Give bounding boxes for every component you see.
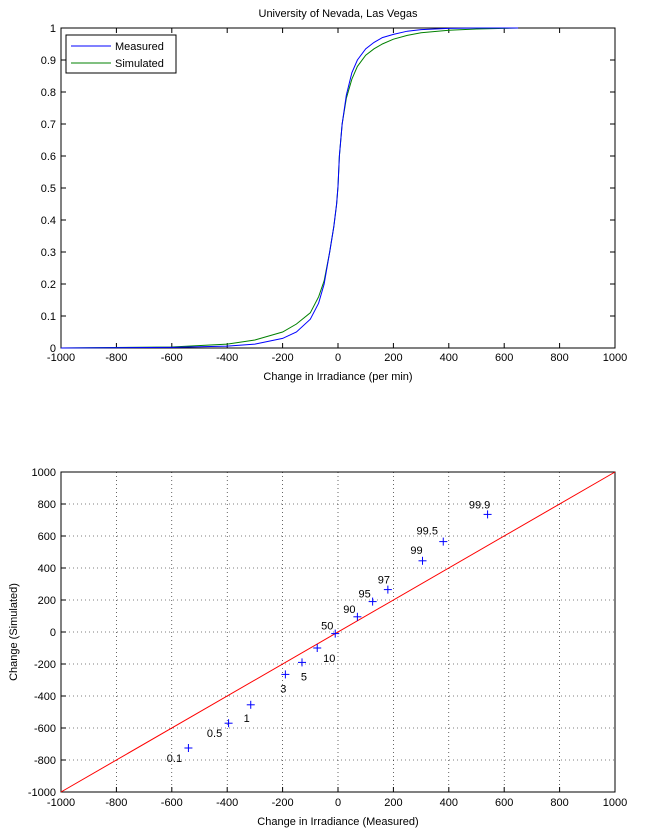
cdf-y-tick-label: 0.3 bbox=[41, 247, 56, 259]
cdf-x-tick-label: 800 bbox=[550, 352, 568, 364]
qq-y-tick-label: 200 bbox=[38, 595, 56, 607]
qq-x-axis-label: Change in Irradiance (Measured) bbox=[257, 816, 418, 828]
qq-point: 5 bbox=[297, 658, 307, 683]
qq-x-tick-label: -800 bbox=[105, 797, 127, 809]
qq-x-tick-label: 800 bbox=[550, 797, 568, 809]
qq-point: 0.1 bbox=[167, 744, 193, 765]
qq-point: 1 bbox=[244, 700, 255, 725]
qq-y-tick-label: 1000 bbox=[32, 467, 56, 479]
qq-reference-line bbox=[60, 471, 616, 793]
qq-point: 3 bbox=[280, 670, 290, 695]
qq-point: 10 bbox=[313, 644, 335, 665]
cdf-y-tick-label: 0.8 bbox=[41, 87, 56, 99]
qq-y-axis-label: Change (Simulated) bbox=[8, 583, 20, 681]
qq-y-tick-label: -1000 bbox=[28, 787, 56, 799]
qq-point: 99.9 bbox=[469, 499, 492, 519]
cdf-y-tick-label: 0.4 bbox=[41, 215, 56, 227]
cdf-x-tick-label: 600 bbox=[495, 352, 513, 364]
cdf-x-axis-label: Change in Irradiance (per min) bbox=[263, 371, 412, 383]
qq-y-tick-label: 600 bbox=[38, 531, 56, 543]
qq-point-label: 99 bbox=[410, 545, 422, 557]
cdf-chart: University of Nevada, Las Vegas -1000 -80… bbox=[41, 8, 628, 383]
qq-x-tick-label: 0 bbox=[335, 797, 341, 809]
cdf-y-tick-label: 1 bbox=[50, 23, 56, 35]
qq-point: 99.5 bbox=[417, 526, 448, 546]
qq-x-tick-label: 1000 bbox=[603, 797, 627, 809]
cdf-y-tick-label: 0 bbox=[50, 343, 56, 355]
legend-label-measured: Measured bbox=[115, 41, 164, 53]
qq-point-label: 50 bbox=[321, 621, 333, 633]
qq-point-label: 3 bbox=[280, 683, 286, 695]
cdf-x-tick-label: -1000 bbox=[47, 352, 75, 364]
qq-x-tick-label: 400 bbox=[440, 797, 458, 809]
qq-y-tick-label: -600 bbox=[34, 723, 56, 735]
cdf-x-tick-label: 0 bbox=[335, 352, 341, 364]
qq-point-label: 5 bbox=[301, 671, 307, 683]
qq-chart: -1000 -800 -600 -400 -200 0 200 400 600 800 1000 -1… bbox=[8, 467, 627, 828]
qq-point: 95 bbox=[359, 589, 377, 606]
cdf-x-tick-label: 200 bbox=[384, 352, 402, 364]
cdf-legend: Measured Simulated bbox=[65, 34, 177, 74]
cdf-x-tick-label: -200 bbox=[272, 352, 294, 364]
cdf-y-tick-label: 0.2 bbox=[41, 279, 56, 291]
cdf-y-tick-label: 0.5 bbox=[41, 183, 56, 195]
cdf-y-tick-label: 0.9 bbox=[41, 55, 56, 67]
cdf-x-tick-label: -800 bbox=[105, 352, 127, 364]
qq-point: 90 bbox=[343, 604, 362, 621]
cdf-y-tick-label: 0.6 bbox=[41, 151, 56, 163]
qq-point-label: 10 bbox=[323, 653, 335, 665]
qq-point: 99 bbox=[410, 545, 427, 565]
qq-y-tick-label: 400 bbox=[38, 563, 56, 575]
qq-y-tick-label: -200 bbox=[34, 659, 56, 671]
qq-y-tick-label: 0 bbox=[50, 627, 56, 639]
qq-point-label: 1 bbox=[244, 713, 250, 725]
qq-x-tick-label: -400 bbox=[216, 797, 238, 809]
qq-y-tick-label: 800 bbox=[38, 499, 56, 511]
qq-point-label: 99.5 bbox=[417, 526, 438, 538]
qq-point: 50 bbox=[321, 621, 340, 638]
cdf-y-tick-label: 0.1 bbox=[41, 311, 56, 323]
cdf-x-tick-label: 1000 bbox=[603, 352, 627, 364]
qq-point-label: 0.1 bbox=[167, 753, 182, 765]
cdf-x-tick-label: -400 bbox=[216, 352, 238, 364]
qq-point-label: 95 bbox=[359, 589, 371, 601]
legend-box bbox=[65, 34, 177, 74]
cdf-x-tick-label: -600 bbox=[161, 352, 183, 364]
qq-x-tick-label: -1000 bbox=[47, 797, 75, 809]
qq-x-tick-label: 200 bbox=[384, 797, 402, 809]
qq-x-tick-label: 600 bbox=[495, 797, 513, 809]
qq-x-tick-label: -200 bbox=[272, 797, 294, 809]
cdf-x-tick-label: 400 bbox=[440, 352, 458, 364]
legend-label-simulated: Simulated bbox=[115, 58, 164, 70]
qq-point: 0.5 bbox=[207, 719, 233, 740]
qq-point-label: 90 bbox=[343, 604, 355, 616]
qq-point: 97 bbox=[378, 575, 392, 594]
qq-point-label: 0.5 bbox=[207, 728, 222, 740]
qq-x-tick-label: -600 bbox=[161, 797, 183, 809]
qq-y-tick-label: -800 bbox=[34, 755, 56, 767]
cdf-y-tick-label: 0.7 bbox=[41, 119, 56, 131]
qq-y-tick-label: -400 bbox=[34, 691, 56, 703]
qq-point-label: 99.9 bbox=[469, 499, 490, 511]
qq-point-label: 97 bbox=[378, 575, 390, 587]
cdf-chart-title: University of Nevada, Las Vegas bbox=[259, 8, 418, 20]
cdf-series-measured bbox=[60, 27, 519, 349]
